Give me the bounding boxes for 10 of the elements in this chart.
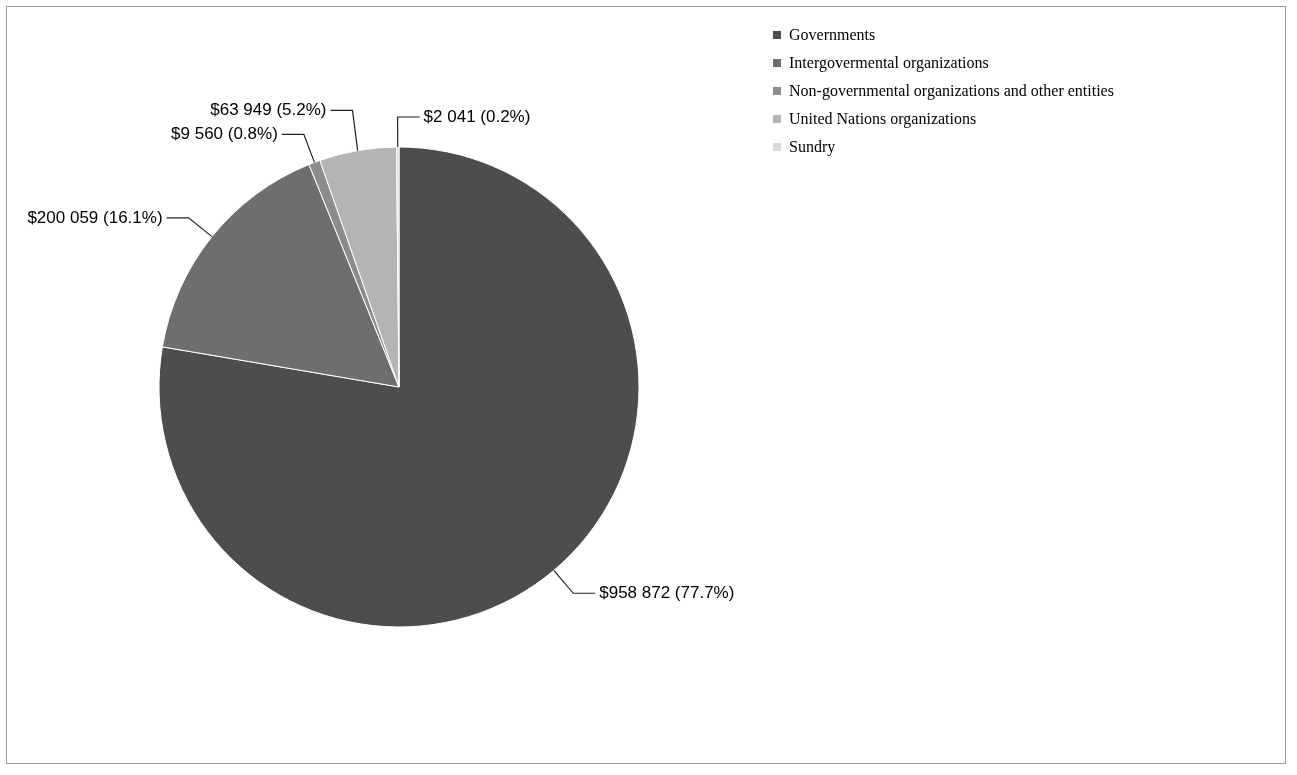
legend-label: Sundry [789,138,836,156]
data-label: $200 059 (16.1%) [27,207,163,227]
legend-label: Governments [789,26,876,43]
data-label: $9 560 (0.8%) [171,124,278,144]
data-label: $2 041 (0.2%) [423,107,531,126]
data-label: $63 949 (5.2%) [210,100,327,120]
legend-label: Non-governmental organizations and other entities [789,82,1114,100]
legend-label: United Nations organizations [789,110,977,128]
data-label: $958 872 (77.7%) [599,583,735,603]
legend-label: Intergovermental organizations [789,54,989,72]
